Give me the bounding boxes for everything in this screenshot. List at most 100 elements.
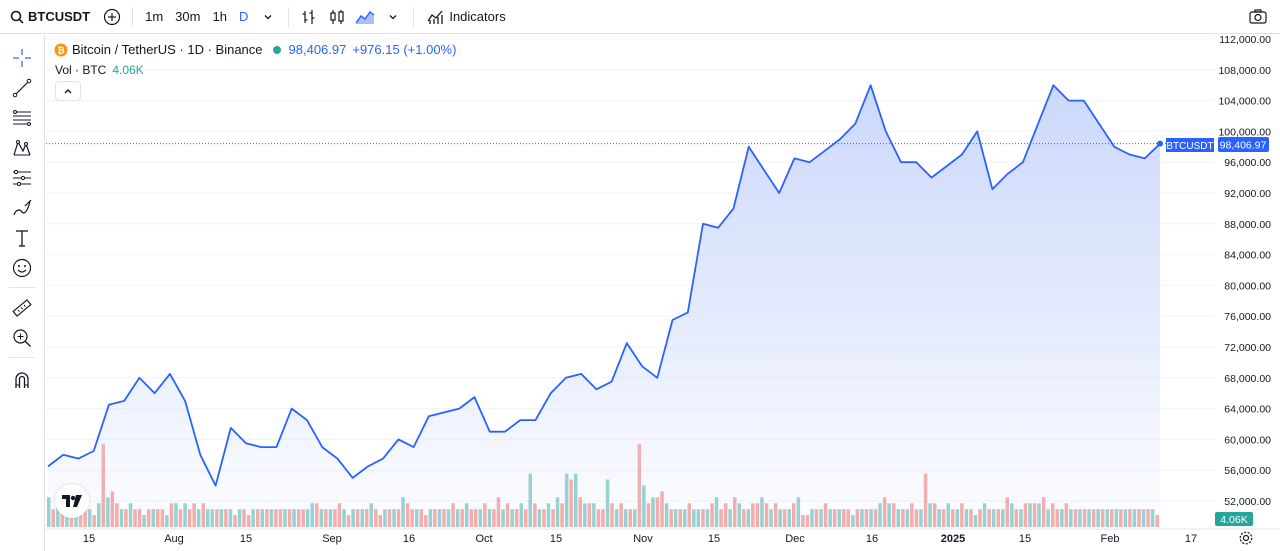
plus-circle-icon: [104, 8, 121, 25]
volume-bar: [696, 509, 701, 527]
volume-bar: [1137, 509, 1141, 527]
bars-style-button[interactable]: [295, 0, 323, 34]
pattern-icon: [13, 140, 31, 156]
divider: [413, 6, 415, 27]
chevron-up-icon: [64, 89, 72, 94]
interval-1h[interactable]: 1h: [212, 9, 227, 24]
volume-bar: [605, 479, 610, 527]
brush-icon: [13, 199, 32, 216]
chart-type-dropdown[interactable]: [379, 0, 407, 34]
time-axis: 15 Aug 15 Sep 16 Oct 15 Nov 15 Dec 16 2025 15 Feb 17: [46, 528, 1280, 545]
chart-settings-button[interactable]: [1238, 530, 1254, 551]
svg-text:₿: ₿: [57, 45, 64, 55]
volume-bar: [996, 509, 1000, 527]
volume-bar: [887, 503, 891, 528]
volume-bar: [378, 515, 383, 527]
area-style-button[interactable]: [351, 0, 379, 34]
volume-bar: [987, 509, 991, 527]
magnet-icon: [15, 372, 29, 388]
projection-icon: [13, 169, 31, 187]
interval-1d[interactable]: D: [238, 9, 249, 24]
volume-bar: [710, 503, 714, 528]
brush-tool[interactable]: [9, 195, 35, 221]
market-status-dot[interactable]: [272, 45, 281, 54]
price-change: +976.15 (+1.00%): [352, 42, 457, 57]
crosshair-tool[interactable]: [9, 45, 35, 71]
volume-bar: [210, 509, 214, 527]
volume-bar: [805, 515, 810, 527]
volume-bar: [446, 509, 451, 527]
volume-bar: [542, 509, 546, 527]
interval-30m[interactable]: 30m: [175, 9, 201, 24]
volume-bar: [792, 503, 796, 528]
screenshot-button[interactable]: [1244, 0, 1272, 34]
forecasting-tool[interactable]: [9, 165, 35, 191]
volume-value: 4.06K: [112, 63, 144, 77]
volume-bar: [106, 497, 110, 527]
price-tick-label: 60,000.00: [1224, 434, 1271, 446]
volume-bar: [401, 497, 405, 527]
volume-bar: [469, 509, 473, 527]
volume-bar: [464, 503, 469, 528]
chevron-down-icon: [389, 14, 397, 19]
volume-bar: [256, 509, 260, 527]
volume-bar: [583, 503, 587, 528]
indicators-button[interactable]: Indicators: [420, 0, 511, 34]
volume-bar: [601, 509, 605, 527]
volume-bar: [169, 503, 174, 528]
volume-bar: [592, 503, 596, 528]
candles-style-button[interactable]: [323, 0, 351, 34]
volume-bar: [292, 509, 296, 527]
volume-bar: [701, 509, 705, 527]
tradingview-logo[interactable]: [55, 484, 89, 518]
price-tick-label: 100,000.00: [1218, 126, 1271, 138]
volume-bar: [873, 509, 878, 527]
volume-bar: [941, 509, 946, 527]
volume-bar: [333, 509, 337, 527]
volume-bar: [923, 473, 928, 527]
volume-label[interactable]: Vol · BTC: [55, 63, 107, 77]
magnet-tool[interactable]: [9, 367, 35, 393]
horizontal-lines-tool[interactable]: [9, 105, 35, 131]
volume-bar: [1069, 509, 1073, 527]
emoji-tool[interactable]: [9, 255, 35, 281]
patterns-tool[interactable]: [9, 135, 35, 161]
volume-bar: [233, 515, 237, 527]
volume-bar: [1141, 509, 1146, 527]
volume-bar: [242, 509, 246, 527]
volume-bar: [196, 509, 201, 527]
volume-bar: [610, 503, 614, 528]
volume-bar: [219, 509, 224, 527]
volume-bar: [174, 503, 178, 528]
volume-bar: [128, 503, 133, 528]
volume-bar: [692, 509, 696, 527]
volume-bar: [569, 479, 573, 527]
trend-line-tool[interactable]: [9, 75, 35, 101]
volume-bar: [1146, 509, 1150, 527]
volume-bar: [855, 509, 860, 527]
volume-bar: [1041, 497, 1046, 527]
time-tick-label: Sep: [322, 533, 342, 545]
chart-grid: [46, 38, 1215, 502]
zoom-in-icon: [13, 329, 31, 347]
price-tag-bg: [1218, 137, 1269, 152]
volume-bar: [928, 503, 932, 528]
series-title[interactable]: Bitcoin / TetherUS · 1D · Binance: [72, 42, 263, 57]
volume-bar: [778, 509, 782, 527]
measure-tool[interactable]: [9, 295, 35, 321]
interval-1m[interactable]: 1m: [145, 9, 164, 24]
compare-symbol-button[interactable]: [98, 0, 126, 34]
volume-bar: [982, 503, 987, 528]
volume-bar: [764, 503, 769, 528]
volume-bar: [842, 509, 846, 527]
interval-dropdown[interactable]: [254, 0, 282, 34]
time-tick-label: 15: [83, 533, 95, 545]
volume-bar: [560, 503, 564, 528]
text-tool[interactable]: [9, 225, 35, 251]
volume-bar: [914, 509, 919, 527]
price-tick-label: 68,000.00: [1224, 373, 1271, 385]
zoom-tool[interactable]: [9, 325, 35, 351]
symbol-search[interactable]: BTCUSDT: [0, 0, 98, 34]
volume-bar: [801, 515, 805, 527]
collapse-legend-button[interactable]: [55, 81, 81, 101]
